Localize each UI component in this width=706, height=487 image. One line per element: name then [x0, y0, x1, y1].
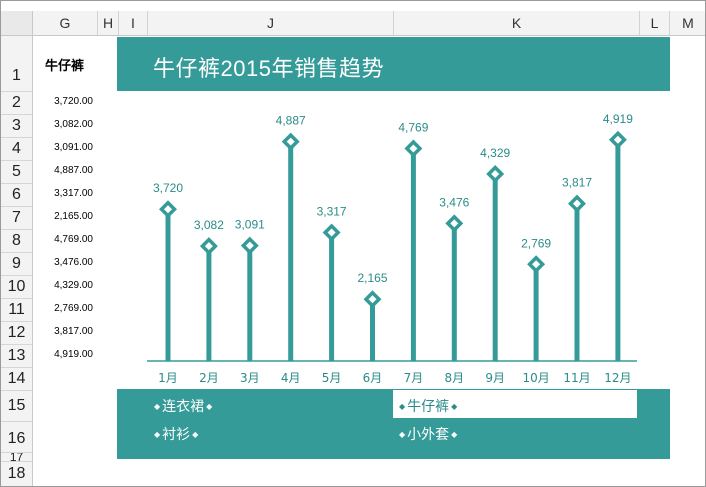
diamond-icon: ◆ [154, 402, 160, 411]
data-point-1[interactable] [162, 203, 175, 216]
data-point-9[interactable] [489, 167, 502, 180]
legend-item-jacket-label: 小外套 [407, 424, 449, 444]
data-label-3[interactable]: 3,091 [235, 218, 265, 232]
data-point-7[interactable] [407, 142, 420, 155]
data-point-2[interactable] [202, 240, 215, 253]
data-point-5[interactable] [325, 226, 338, 239]
data-label-1[interactable]: 3,720 [153, 181, 183, 195]
data-point-10[interactable] [530, 258, 543, 271]
legend-item-shirt-label: 衬衫 [162, 424, 190, 444]
x-tick-label-6[interactable]: 6月 [363, 371, 383, 385]
data-label-11[interactable]: 3,817 [562, 176, 592, 190]
data-label-8[interactable]: 3,476 [439, 195, 469, 209]
data-point-11[interactable] [571, 197, 584, 210]
data-point-4[interactable] [284, 135, 297, 148]
legend-item-jeans[interactable]: ◆ 牛仔裤 ◆ [397, 396, 459, 416]
diamond-icon: ◆ [451, 430, 457, 439]
data-point-6[interactable] [366, 293, 379, 306]
data-label-5[interactable]: 3,317 [317, 205, 347, 219]
x-tick-label-5[interactable]: 5月 [322, 371, 342, 385]
data-label-4[interactable]: 4,887 [276, 114, 306, 128]
legend-item-jeans-label: 牛仔裤 [407, 396, 449, 416]
data-label-2[interactable]: 3,082 [194, 218, 224, 232]
diamond-icon: ◆ [206, 402, 212, 411]
x-tick-label-8[interactable]: 8月 [444, 371, 464, 385]
data-point-3[interactable] [243, 239, 256, 252]
data-point-12[interactable] [611, 133, 624, 146]
legend-item-dress[interactable]: ◆ 连衣裙 ◆ [152, 396, 214, 416]
x-tick-label-9[interactable]: 9月 [485, 371, 505, 385]
x-tick-label-3[interactable]: 3月 [240, 371, 260, 385]
data-label-7[interactable]: 4,769 [398, 120, 428, 134]
diamond-icon: ◆ [192, 430, 198, 439]
data-label-9[interactable]: 4,329 [480, 146, 510, 160]
x-tick-label-10[interactable]: 10月 [522, 371, 549, 385]
data-point-8[interactable] [448, 217, 461, 230]
x-tick-label-1[interactable]: 1月 [158, 371, 178, 385]
diamond-icon: ◆ [154, 430, 160, 439]
x-tick-label-7[interactable]: 7月 [404, 371, 424, 385]
x-tick-label-12[interactable]: 12月 [604, 371, 631, 385]
x-tick-label-11[interactable]: 11月 [563, 371, 590, 385]
legend-item-dress-label: 连衣裙 [162, 396, 204, 416]
data-label-10[interactable]: 2,769 [521, 236, 551, 250]
diamond-icon: ◆ [399, 402, 405, 411]
legend-item-jacket[interactable]: ◆ 小外套 ◆ [397, 424, 459, 444]
data-label-6[interactable]: 2,165 [357, 271, 387, 285]
x-tick-label-4[interactable]: 4月 [281, 371, 301, 385]
legend-panel[interactable]: ◆ 连衣裙 ◆ ◆ 牛仔裤 ◆ ◆ 衬衫 ◆ ◆ 小外套 ◆ [117, 389, 670, 459]
legend-item-shirt[interactable]: ◆ 衬衫 ◆ [152, 424, 200, 444]
diamond-icon: ◆ [399, 430, 405, 439]
data-label-12[interactable]: 4,919 [603, 112, 633, 126]
x-tick-label-2[interactable]: 2月 [199, 371, 219, 385]
diamond-icon: ◆ [451, 402, 457, 411]
